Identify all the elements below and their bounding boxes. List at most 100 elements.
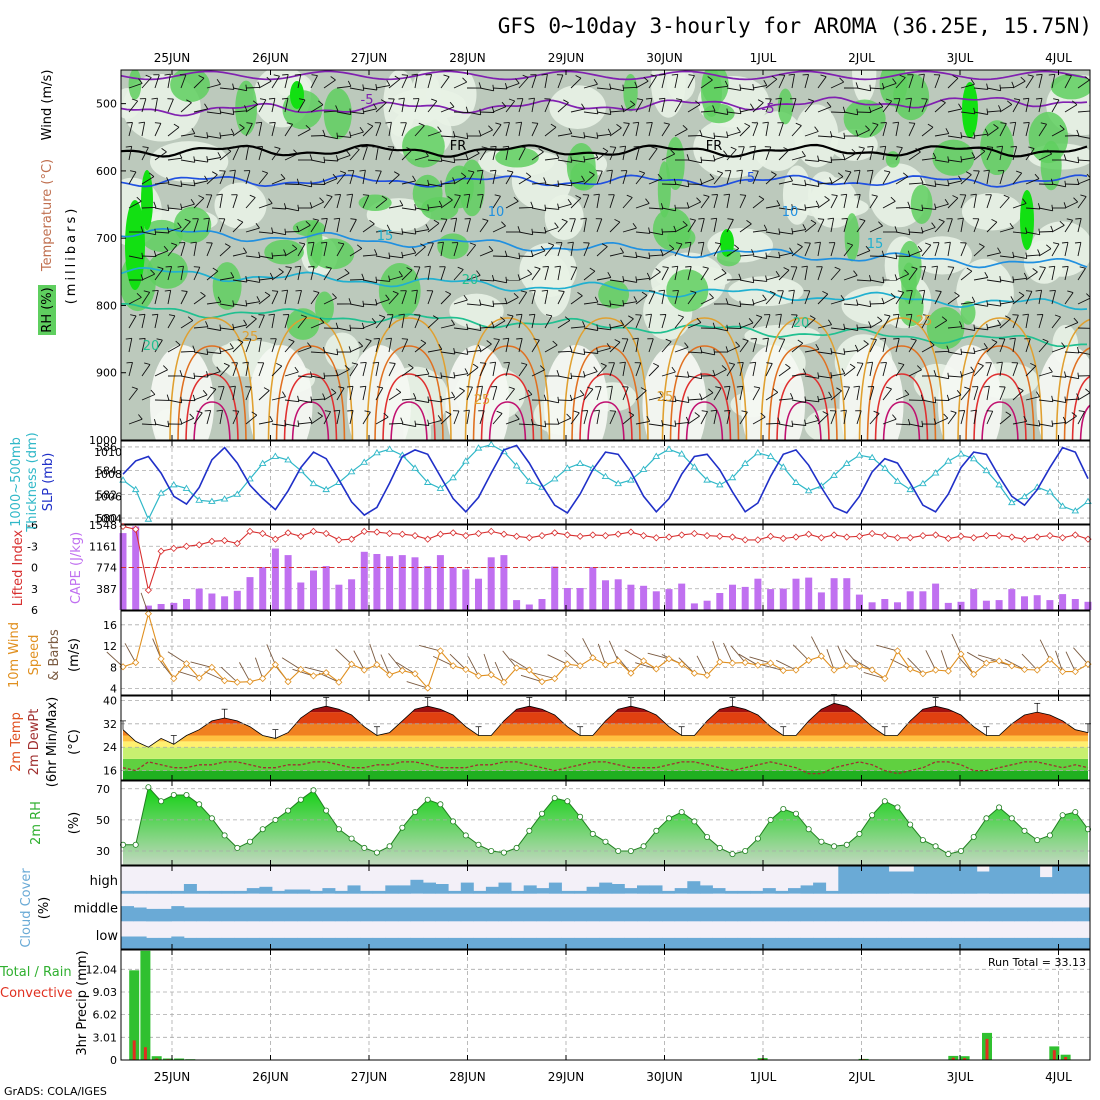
wind-barb-staff <box>349 111 364 115</box>
cloud-high-bar <box>246 888 260 894</box>
wind-barb-staff <box>583 327 598 331</box>
wind-barb-staff <box>440 219 448 233</box>
wind-barb-flag <box>543 177 547 184</box>
wind-barb-staff <box>193 412 203 425</box>
cloud-low-bar <box>976 937 990 949</box>
wind-barb-staff <box>401 98 405 113</box>
wind-barb-flag <box>488 125 493 131</box>
wind-barb-staff <box>557 320 571 329</box>
wind-barb-flag <box>1062 265 1069 268</box>
wind-barb-flag <box>388 252 391 259</box>
rh-moist-cell <box>844 213 860 262</box>
wind-barb-staff <box>661 231 677 233</box>
wind-barb-staff <box>1038 248 1052 257</box>
thickness-point <box>906 485 915 493</box>
wind-barb-flag <box>633 296 638 302</box>
wind-barb-flag <box>947 156 950 163</box>
wind-barb-flag <box>661 420 664 427</box>
wind-barb-staff <box>999 227 1014 233</box>
wind-barb-flag <box>261 170 268 174</box>
wind10m-barb <box>204 671 225 682</box>
isotherm-surface-loop <box>587 401 625 440</box>
slp-line <box>122 444 1089 517</box>
wind-barb-flag <box>375 84 378 91</box>
cloud-high-bar <box>674 888 688 894</box>
wind-barb-staff <box>154 207 169 212</box>
wind-barb-staff <box>1064 104 1078 113</box>
wind-barb-staff <box>973 218 980 233</box>
wind-barb-flag <box>258 276 261 283</box>
wind10m-barb <box>1004 659 1025 670</box>
cloud-low-bar <box>1014 937 1028 949</box>
wind-barb-flag <box>519 146 526 149</box>
cape-bar <box>1021 596 1028 610</box>
wind-barb-flag <box>896 146 903 149</box>
wind-barb-flag <box>504 250 508 257</box>
wind-barb-staff <box>687 159 702 164</box>
wind-barb-staff <box>466 244 477 257</box>
wind-barb-flag <box>414 228 417 235</box>
wind-barb-flag <box>762 121 769 124</box>
wind-barb-flag <box>453 372 456 379</box>
wind-barb-flag <box>193 266 200 268</box>
wind-barb-flag <box>338 386 345 389</box>
cape-bar <box>944 602 952 610</box>
cloud-middle-bar <box>133 907 147 922</box>
wind-barb-staff <box>687 219 696 233</box>
wind-barb-flag <box>827 217 834 220</box>
wind-barb-staff <box>778 180 793 185</box>
wind-barb-flag <box>788 289 795 292</box>
wind10m-point <box>436 647 444 655</box>
wind-barb-flag <box>223 362 230 367</box>
wind-barb-flag <box>1012 276 1015 283</box>
wind-barb-staff <box>1064 135 1080 137</box>
cloud-low-bar <box>926 937 940 949</box>
lifted-index-point <box>678 531 686 539</box>
wind10m-tick-label: 8 <box>110 661 117 674</box>
cloud-high-bar <box>322 888 336 894</box>
wind-barb-flag <box>935 290 942 292</box>
wind-barb-staff <box>635 314 642 329</box>
wind-barb-staff <box>700 351 715 356</box>
wind-barb-flag <box>622 276 625 283</box>
wind-barb-staff <box>440 76 450 89</box>
wind-barb-staff <box>934 242 940 257</box>
wind-barb-flag <box>607 271 612 278</box>
wind-barb-flag <box>501 221 506 227</box>
rh2m-point <box>704 834 711 841</box>
wind-barb-staff <box>531 369 545 377</box>
isotherm-surface-loop <box>579 373 633 440</box>
wind-barb-flag <box>868 321 872 328</box>
wind-barb-flag <box>646 272 651 279</box>
wind-barb-staff <box>895 273 909 281</box>
wind-barb-staff <box>765 122 769 137</box>
wind-barb-staff <box>947 159 962 163</box>
wind-barb-staff <box>531 314 536 329</box>
wind-barb-staff <box>362 223 375 233</box>
rh-moist-cell <box>292 220 326 237</box>
thickness-point <box>919 479 927 487</box>
isotherm-surface-loop <box>858 317 945 440</box>
wind-barb-staff <box>999 318 1011 329</box>
wind-barb-staff <box>375 416 389 425</box>
wind-barb-flag <box>379 314 386 318</box>
cape-bar <box>855 594 863 610</box>
lifted-index-point <box>500 530 508 538</box>
wind-barb-flag <box>744 122 751 127</box>
lifted-index-point <box>919 532 927 540</box>
rh2m-point <box>970 834 977 841</box>
wind10m-point <box>398 666 406 675</box>
wind-barb-flag <box>322 393 326 400</box>
wind-barb-staff <box>973 150 986 161</box>
wind-barb-flag <box>130 170 137 173</box>
lifted-index-point <box>322 529 330 538</box>
wind10m-point <box>893 647 902 655</box>
wind-barb-flag <box>401 338 408 340</box>
wind-barb-flag <box>689 218 696 221</box>
wind-barb-staff <box>323 159 339 162</box>
wind-barb-staff <box>479 250 494 257</box>
wind-barb-staff <box>232 411 240 425</box>
wind10m-barb <box>1021 653 1038 671</box>
